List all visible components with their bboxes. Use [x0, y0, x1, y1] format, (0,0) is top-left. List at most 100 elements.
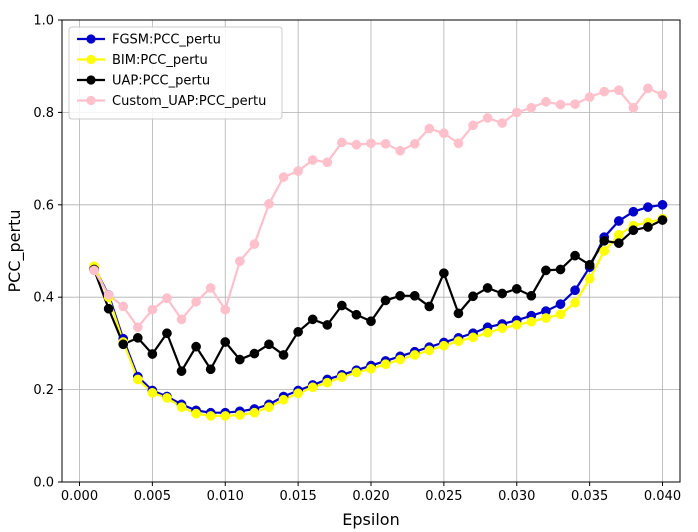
- data-point: [511, 320, 522, 330]
- data-point: [570, 99, 580, 109]
- data-point: [307, 155, 318, 165]
- data-point: [555, 309, 566, 320]
- data-point: [613, 85, 624, 96]
- x-tick-label: 0.025: [425, 489, 462, 504]
- data-point: [293, 166, 303, 176]
- legend-marker: [86, 75, 96, 85]
- data-point: [643, 222, 653, 232]
- data-point: [162, 393, 172, 403]
- data-point: [395, 354, 406, 365]
- data-point: [570, 297, 580, 308]
- y-tick-label: 0.0: [33, 476, 54, 491]
- data-point: [234, 256, 245, 267]
- data-point: [278, 394, 289, 405]
- data-point: [657, 199, 668, 210]
- data-point: [613, 238, 624, 248]
- series-markers-uap-pcc-pertu: [89, 215, 668, 376]
- data-point: [439, 268, 449, 279]
- data-point: [103, 290, 114, 300]
- data-point: [453, 138, 464, 149]
- y-tick-label: 0.4: [33, 291, 54, 306]
- data-point: [132, 374, 143, 385]
- data-point: [264, 339, 274, 350]
- data-point: [220, 304, 231, 315]
- data-point: [191, 341, 201, 352]
- data-point: [322, 157, 333, 168]
- data-point: [278, 172, 289, 182]
- data-point: [468, 120, 478, 131]
- x-axis-ticks: 0.000 0.005 0.010 0.015 0.020 0.025 0.030 0.035…: [61, 482, 681, 504]
- data-point: [584, 92, 595, 103]
- data-point: [541, 313, 551, 323]
- data-point: [584, 273, 595, 284]
- x-tick-label: 0.005: [134, 489, 171, 504]
- data-point: [249, 348, 260, 359]
- data-point: [147, 304, 158, 315]
- legend-marker: [86, 34, 96, 44]
- data-point: [439, 128, 449, 139]
- data-point: [526, 290, 537, 301]
- data-point: [366, 363, 376, 374]
- data-point: [613, 229, 624, 240]
- data-point: [147, 349, 158, 359]
- y-axis-label: PCC_pertu: [5, 210, 25, 293]
- data-point: [234, 354, 245, 365]
- data-point: [322, 320, 333, 330]
- data-point: [293, 388, 303, 399]
- data-point: [103, 303, 114, 314]
- data-point: [264, 402, 274, 413]
- series-lines: [93, 87, 663, 418]
- y-tick-label: 0.2: [33, 383, 54, 398]
- data-point: [424, 301, 435, 312]
- data-point: [541, 96, 551, 107]
- x-tick-label: 0.020: [352, 489, 389, 504]
- data-point: [409, 350, 420, 360]
- x-tick-label: 0.010: [207, 489, 244, 504]
- data-point: [307, 314, 318, 325]
- data-point: [599, 235, 610, 246]
- legend: FGSM:PCC_pertu BIM:PCC_pertu UAP:PCC_pertu…: [68, 26, 283, 120]
- data-point: [584, 260, 595, 270]
- data-point: [147, 387, 158, 398]
- data-point: [322, 377, 333, 388]
- legend-label: BIM:PCC_pertu: [112, 53, 208, 68]
- y-axis-ticks: 0.0 0.2 0.4 0.6 0.8 1.0: [33, 14, 62, 491]
- x-axis-label: Epsilon: [342, 510, 399, 529]
- data-point: [511, 284, 522, 294]
- data-point: [249, 239, 260, 249]
- data-point: [336, 372, 347, 382]
- y-tick-label: 1.0: [33, 14, 54, 29]
- data-point: [424, 345, 435, 356]
- data-point: [162, 293, 172, 303]
- data-point: [176, 402, 187, 413]
- data-point: [205, 411, 216, 421]
- data-point: [191, 408, 201, 419]
- data-point: [497, 288, 508, 299]
- series-line-fgsm-pcc-pertu: [93, 203, 663, 414]
- data-point: [220, 411, 231, 421]
- data-point: [89, 265, 99, 276]
- data-point: [380, 295, 391, 306]
- data-point: [468, 291, 478, 302]
- data-point: [351, 367, 362, 378]
- data-point: [570, 250, 580, 261]
- x-tick-label: 0.000: [61, 489, 98, 504]
- data-point: [205, 283, 216, 293]
- data-point: [409, 290, 420, 301]
- data-point: [220, 337, 231, 347]
- data-point: [511, 107, 522, 118]
- data-point: [234, 410, 245, 420]
- data-point: [613, 216, 624, 226]
- data-point: [366, 138, 376, 149]
- data-point: [380, 359, 391, 370]
- data-point: [351, 309, 362, 320]
- data-point: [176, 314, 187, 325]
- y-tick-label: 0.6: [33, 198, 54, 213]
- data-point: [628, 206, 639, 217]
- legend-label: Custom_UAP:PCC_pertu: [112, 94, 266, 109]
- data-point: [497, 118, 508, 128]
- data-point: [555, 99, 566, 110]
- series-line-bim-pcc-pertu: [93, 217, 663, 418]
- data-point: [628, 102, 639, 113]
